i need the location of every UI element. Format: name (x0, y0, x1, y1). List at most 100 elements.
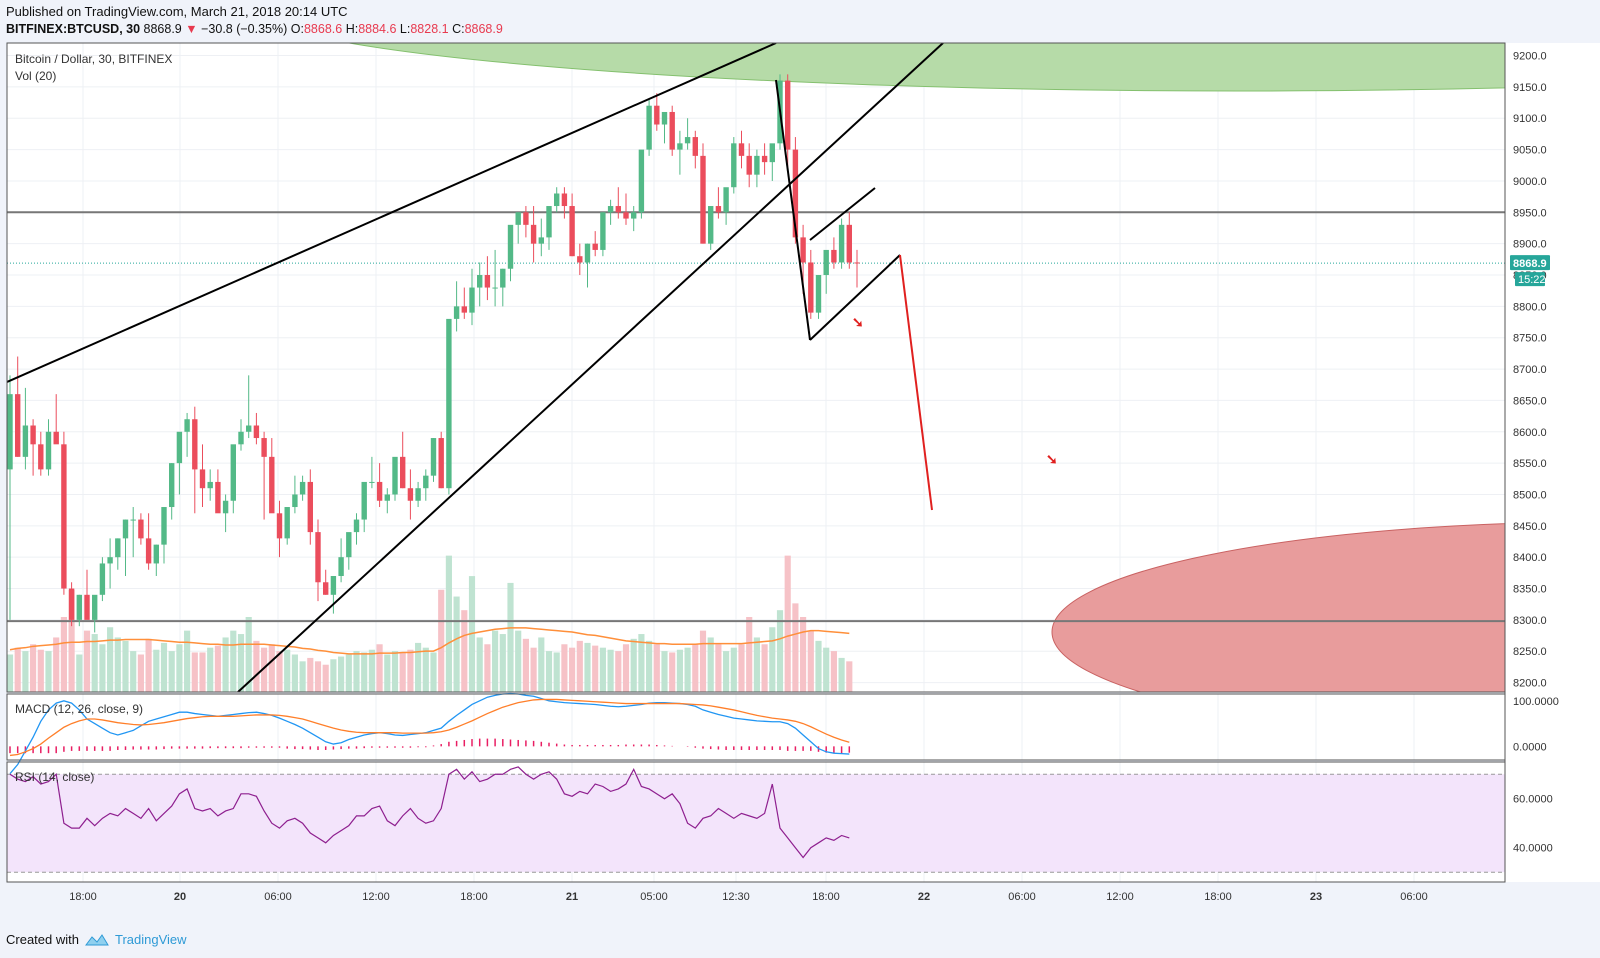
volume-bar (607, 649, 614, 692)
high-value: 8884.6 (358, 22, 397, 36)
tradingview-brand[interactable]: TradingView (114, 932, 187, 947)
price-tick-label: 8300.0 (1513, 615, 1547, 627)
volume-bar (776, 610, 784, 692)
volume-bar (676, 649, 683, 692)
chart-panes: 18:00 20 06:00 12:00 18:00 21 05:00 12:30 18:00 2… (6, 42, 1600, 903)
volume-bar (330, 659, 337, 692)
macd-hist-bar (155, 746, 158, 750)
candle-body (222, 500, 229, 514)
price-tick-label: 8550.0 (1513, 458, 1547, 470)
macd-hist-bar (640, 744, 643, 747)
macd-hist-bar (825, 746, 827, 753)
volume-bar (230, 630, 237, 692)
volume-bar (191, 652, 198, 692)
x-tick-label: 18:00 (460, 891, 488, 903)
volume-bar (345, 654, 352, 692)
symbol-label[interactable]: BITFINEX:BTCUSD, 30 (6, 22, 141, 36)
trend-line (237, 43, 944, 692)
candle-body (761, 155, 768, 163)
volume-bar (399, 652, 406, 692)
macd-hist-bar (371, 746, 373, 748)
volume-bar (307, 657, 314, 692)
candle-body (184, 419, 190, 432)
volume-bar (261, 647, 268, 692)
volume-bar (99, 644, 106, 692)
macd-hist-bar (378, 746, 381, 748)
candle-body (261, 438, 267, 457)
trend-line (7, 43, 777, 383)
macd-hist-bar (617, 744, 620, 747)
macd-hist-bar (317, 746, 319, 750)
macd-hist-bar (694, 746, 697, 748)
volume-bar (130, 651, 137, 692)
macd-hist-bar (224, 746, 227, 749)
volume-bar (314, 661, 322, 692)
macd-hist-bar (40, 746, 42, 754)
volume-bar (569, 647, 576, 692)
candle-body (45, 431, 52, 470)
macd-hist-bar (170, 746, 173, 749)
projection-line (899, 254, 933, 511)
macd-hist-bar (632, 744, 635, 747)
price-tick-label: 8400.0 (1513, 552, 1547, 564)
candle-body (708, 206, 714, 244)
candle-body (500, 268, 506, 288)
volume-bar (800, 617, 807, 692)
macd-hist-bar (709, 746, 712, 750)
macd-hist-bar (532, 740, 535, 747)
candle-body (400, 456, 406, 489)
macd-hist-bar (286, 746, 288, 749)
volume-bar (646, 640, 653, 692)
candle-body (38, 444, 44, 470)
volume-bar (168, 651, 175, 692)
candle-body (638, 149, 645, 213)
main-chart-title: Bitcoin / Dollar, 30, BITFINEX (15, 52, 172, 66)
down-arrow-icon: ➘ (852, 314, 864, 330)
macd-hist-bar (93, 746, 96, 751)
candle-body (453, 306, 460, 319)
macd-hist-bar (309, 746, 312, 750)
macd-hist-bar (109, 746, 111, 751)
candle-body (669, 111, 675, 150)
candle-body (346, 532, 352, 558)
down-arrow-icon: ➘ (1046, 451, 1058, 467)
volume-bar (253, 640, 260, 692)
volume-bar (245, 617, 252, 692)
macd-hist-bar (840, 746, 843, 754)
candle-body (430, 438, 437, 476)
candle-body (61, 444, 67, 589)
volume-bar (622, 644, 630, 692)
macd-line (9, 692, 850, 775)
candle-body (22, 425, 29, 457)
support-zone (1051, 523, 1505, 692)
volume-bar (407, 649, 414, 692)
candle-body (546, 206, 552, 238)
macd-hist-bar (594, 744, 596, 747)
macd-hist-bar (486, 738, 489, 747)
price-tick-label: 8700.0 (1513, 364, 1547, 376)
volume-bar (68, 589, 75, 692)
candle-body (823, 249, 829, 276)
volume-bar (160, 642, 168, 692)
macd-hist-bar (9, 746, 11, 754)
macd-hist-bar (163, 746, 165, 750)
candle-body (315, 532, 321, 583)
macd-hist-bar (702, 746, 704, 749)
price-tick-label: 8900.0 (1513, 239, 1547, 251)
candle-body (661, 111, 668, 125)
trend-line (809, 254, 901, 341)
candle-body (392, 456, 398, 495)
volume-bar (753, 637, 760, 692)
macd-hist-bar (217, 746, 219, 749)
symbol-ohlc-line: BITFINEX:BTCUSD, 30 8868.9 ▼ −30.8 (−0.3… (6, 22, 503, 36)
rsi-line (9, 766, 850, 859)
volume-bar (415, 642, 422, 692)
volume-bar (584, 642, 591, 692)
candle-body (607, 206, 614, 213)
created-with-label: Created with (6, 932, 79, 947)
macd-hist-bar (355, 746, 358, 749)
macd-hist-bar (324, 746, 327, 750)
volume-bar (391, 651, 399, 692)
volume-bar (653, 644, 660, 692)
